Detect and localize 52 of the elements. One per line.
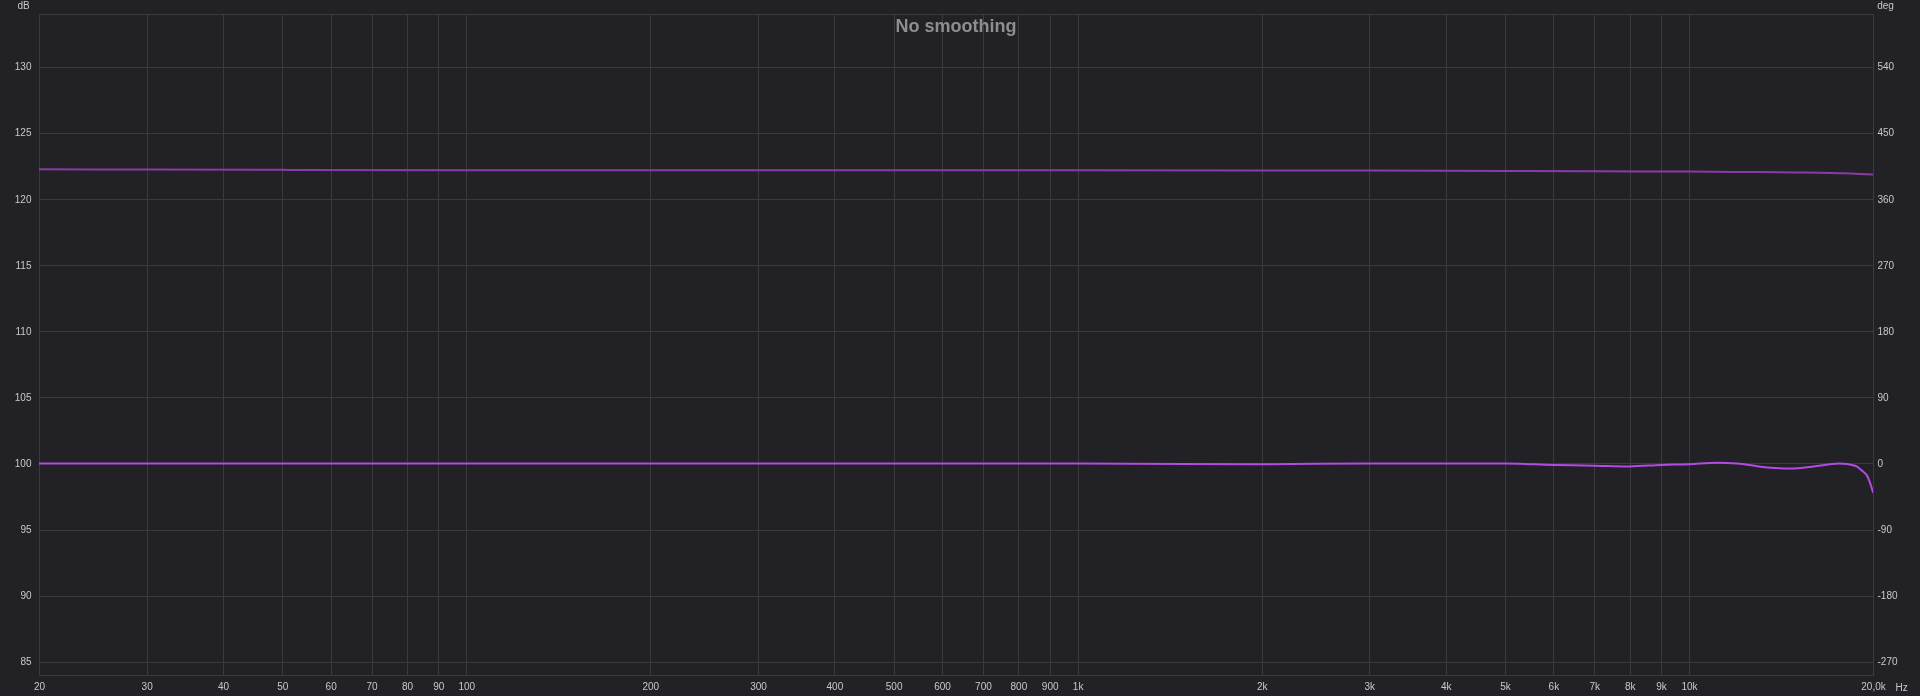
- x-tick-label: 20,0k: [1861, 680, 1887, 692]
- y-tick-label: 90: [20, 590, 32, 602]
- x-axis-title: Hz: [1895, 681, 1908, 693]
- y2-tick-label: -90: [1877, 524, 1893, 536]
- y-tick-label: 120: [14, 193, 32, 205]
- y2-tick-label: 540: [1877, 61, 1895, 73]
- x-tick-label: 10k: [1681, 680, 1699, 692]
- y2-tick-label: 270: [1877, 259, 1895, 271]
- x-tick-label: 600: [934, 680, 952, 692]
- x-tick-label: 300: [750, 680, 768, 692]
- chart-title: No smoothing: [895, 16, 1017, 36]
- x-tick-label: 500: [885, 680, 903, 692]
- x-tick-label: 7k: [1589, 680, 1602, 692]
- y-tick-label: 85: [20, 656, 32, 668]
- x-tick-label: 2k: [1256, 680, 1269, 692]
- x-tick-label: 60: [325, 680, 338, 692]
- x-tick-label: 70: [366, 680, 379, 692]
- y2-tick-label: 450: [1877, 127, 1895, 139]
- y2-tick-label: -180: [1877, 590, 1898, 602]
- y2-tick-label: 180: [1877, 325, 1895, 337]
- y-tick-label: 105: [14, 391, 32, 403]
- x-tick-label: 900: [1041, 680, 1059, 692]
- x-tick-label: 9k: [1656, 680, 1668, 692]
- x-tick-label: 50: [277, 680, 289, 692]
- y2-axis-title: deg: [1877, 0, 1894, 11]
- y2-tick-label: -270: [1877, 656, 1898, 668]
- x-tick-label: 6k: [1548, 680, 1561, 692]
- y-tick-label: 95: [20, 524, 32, 536]
- x-tick-label: 3k: [1364, 680, 1377, 692]
- x-tick-label: 8k: [1624, 680, 1637, 692]
- x-tick-label: 30: [141, 680, 154, 692]
- y-tick-label: 115: [15, 259, 32, 271]
- y2-tick-label: 0: [1877, 457, 1884, 469]
- y-tick-label: 100: [14, 457, 32, 469]
- x-tick-label: 800: [1010, 680, 1028, 692]
- y2-tick-label: 360: [1877, 193, 1895, 205]
- x-tick-label: 20: [33, 680, 46, 692]
- x-tick-label: 80: [402, 680, 414, 692]
- x-tick-label: 4k: [1440, 680, 1453, 692]
- x-tick-label: 1k: [1072, 680, 1085, 692]
- y-axis-title: dB: [17, 0, 30, 11]
- x-tick-label: 5k: [1500, 680, 1512, 692]
- x-tick-label: 100: [458, 680, 476, 692]
- x-tick-label: 90: [433, 680, 445, 692]
- y-tick-label: 110: [15, 325, 32, 337]
- y2-tick-label: 90: [1877, 391, 1890, 403]
- x-tick-label: 200: [642, 680, 660, 692]
- y-tick-label: 125: [14, 127, 32, 139]
- x-tick-label: 40: [217, 680, 230, 692]
- y-tick-label: 130: [14, 61, 32, 73]
- x-tick-label: 400: [826, 680, 844, 692]
- x-tick-label: 700: [975, 680, 993, 692]
